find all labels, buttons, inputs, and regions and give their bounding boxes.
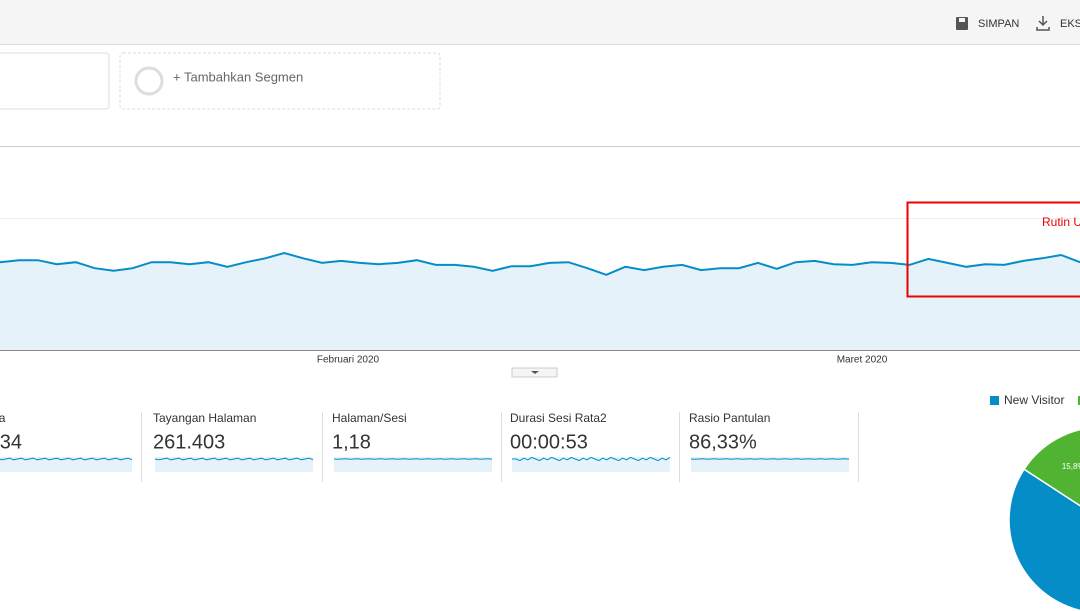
- x-tick-label: Maret 2020: [837, 355, 888, 366]
- metric-value: 8.334: [0, 431, 22, 453]
- save-label: SIMPAN: [978, 18, 1019, 30]
- sparkline-bg: [0, 457, 132, 472]
- save-button[interactable]: SIMPAN: [956, 17, 1019, 30]
- annotation-text: Rutin U: [1042, 215, 1080, 229]
- save-icon-detail: [959, 18, 965, 22]
- legend-label: New Visitor: [1004, 393, 1064, 407]
- toggle-arrow: [531, 371, 539, 374]
- metric-label: Durasi Sesi Rata2: [510, 411, 607, 425]
- pie-slice: [1023, 428, 1080, 507]
- metric-value: 1,18: [332, 431, 371, 453]
- segment-box[interactable]: [0, 52, 110, 110]
- export-label: EKSI: [1060, 18, 1080, 30]
- legend-swatch: [1078, 396, 1080, 405]
- sparkline: [512, 456, 671, 462]
- add-segment[interactable]: + Tambahkan Segmen: [119, 52, 441, 110]
- pie-slice: [1008, 468, 1080, 611]
- add-segment-label: + Tambahkan Segmen: [173, 69, 303, 84]
- metric-label: Rasio Pantulan: [689, 411, 770, 425]
- sparkline: [154, 457, 314, 461]
- export-icon: [1036, 16, 1050, 31]
- sparkline-bg: [334, 457, 492, 472]
- toolbar: [0, 0, 1080, 44]
- metric-label: Halaman/Sesi: [332, 411, 407, 425]
- segment-circle: [134, 66, 164, 96]
- annotation-box: [906, 201, 1080, 298]
- pie-label: 15,8%: [1062, 462, 1080, 471]
- add-segment-box: [119, 52, 441, 110]
- metric-value: 86,33%: [689, 431, 757, 453]
- metric-value: 00:00:53: [510, 431, 588, 453]
- export-button[interactable]: EKSI: [1036, 16, 1080, 31]
- sparkline-bg: [691, 457, 849, 472]
- metric-label: gguna: [0, 411, 6, 425]
- x-tick-label: Februari 2020: [317, 355, 380, 366]
- sparkline-bg: [512, 457, 670, 472]
- line: [0, 251, 1080, 276]
- sparkline-bg: [155, 457, 313, 472]
- area: [0, 253, 1080, 350]
- legend-swatch: [990, 396, 999, 405]
- chart-toggle[interactable]: [511, 367, 558, 378]
- metric-value: 261.403: [153, 431, 225, 453]
- sparkline: [0, 457, 133, 461]
- metric-label: Tayangan Halaman: [153, 411, 256, 425]
